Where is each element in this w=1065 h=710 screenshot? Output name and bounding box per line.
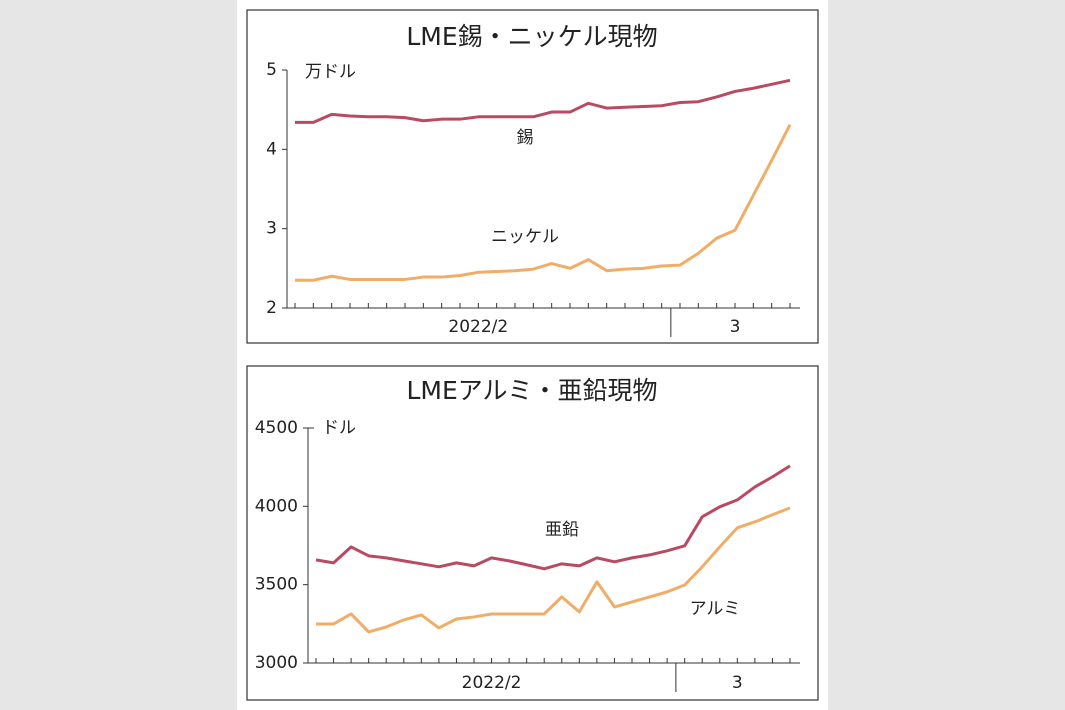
y-tick-label: 4000 xyxy=(255,496,298,516)
series-line xyxy=(295,78,791,124)
y-tick-label: 4 xyxy=(266,139,277,159)
chart-frame xyxy=(246,365,819,701)
chart-frame xyxy=(246,9,819,344)
series-label: 亜鉛 xyxy=(545,520,579,540)
y-tick-label: 4500 xyxy=(255,418,298,438)
x-period-label: 3 xyxy=(730,317,741,337)
y-axis-unit: ドル xyxy=(322,418,356,438)
chart-title: LME錫・ニッケル現物 xyxy=(406,22,657,51)
x-period-label: 2022/2 xyxy=(462,673,522,693)
series-label: ニッケル xyxy=(491,227,559,247)
panel xyxy=(237,0,828,710)
x-period-label: 2022/2 xyxy=(448,317,508,337)
y-tick-label: 3 xyxy=(266,219,277,239)
series-line xyxy=(295,124,792,282)
y-tick-label: 3500 xyxy=(255,575,298,595)
y-tick-label: 3000 xyxy=(255,653,298,673)
y-tick-label: 2 xyxy=(266,298,277,318)
y-tick-label: 5 xyxy=(266,60,277,80)
series-line xyxy=(316,506,791,634)
series-line xyxy=(315,464,791,571)
y-axis-unit: 万ドル xyxy=(305,62,356,82)
chart-title: LMEアルミ・亜鉛現物 xyxy=(406,376,657,405)
series-label: アルミ xyxy=(690,599,741,619)
x-period-label: 3 xyxy=(732,673,743,693)
series-label: 錫 xyxy=(517,128,534,148)
